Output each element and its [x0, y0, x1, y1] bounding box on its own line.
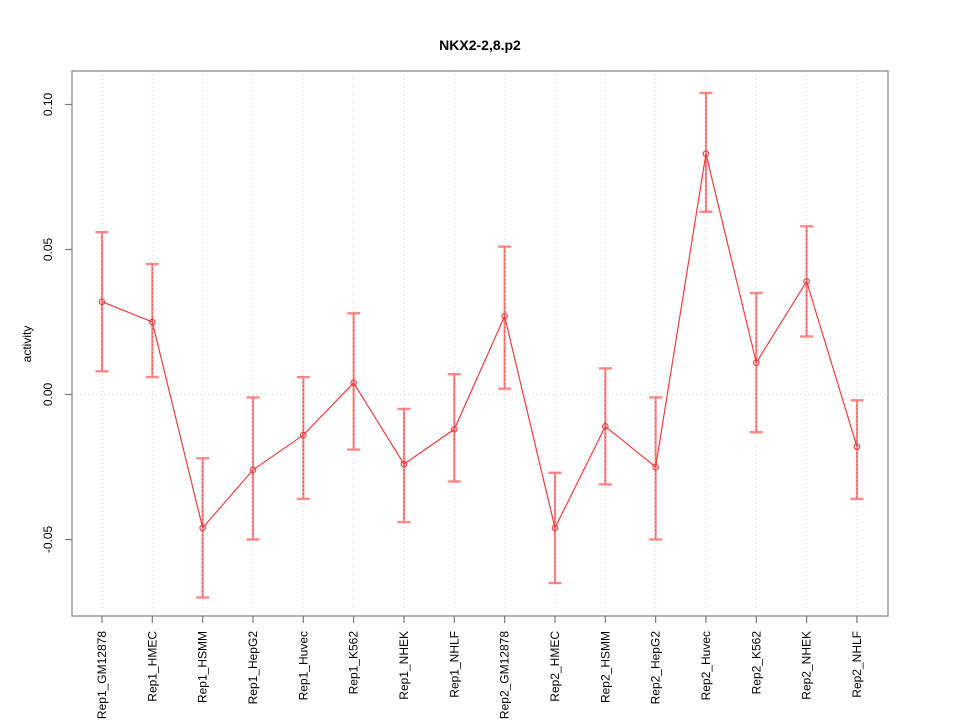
data-point	[601, 423, 609, 430]
x-tick-label: Rep2_NHEK	[800, 631, 814, 700]
x-tick-label: Rep2_GM12878	[498, 631, 512, 719]
x-tick-label: Rep1_HepG2	[246, 631, 260, 705]
data-point	[148, 318, 156, 326]
data-point	[853, 443, 861, 451]
data-point	[350, 379, 358, 387]
y-tick-label: 0.00	[41, 382, 55, 406]
data-point	[400, 460, 408, 468]
data-point	[551, 524, 559, 532]
data-point	[98, 298, 106, 306]
data-point	[752, 359, 760, 366]
x-tick-label: Rep1_HMEC	[145, 631, 159, 702]
data-point	[249, 466, 257, 474]
data-point	[702, 150, 710, 158]
x-tick-label: Rep1_K562	[347, 631, 361, 695]
data-point	[199, 524, 207, 532]
x-tick-label: Rep2_Huvec	[699, 631, 713, 700]
plot-border	[71, 70, 889, 617]
y-tick-label: -0.05	[41, 526, 55, 554]
x-tick-label: Rep2_HepG2	[649, 631, 663, 705]
x-tick-label: Rep2_HMEC	[548, 631, 562, 702]
x-tick-label: Rep1_NHEK	[397, 631, 411, 700]
x-tick-label: Rep2_HSMM	[598, 631, 612, 703]
series-line	[101, 153, 858, 530]
x-tick-label: Rep1_Huvec	[296, 631, 310, 700]
data-point	[501, 312, 508, 320]
y-tick-label: 0.05	[41, 237, 55, 261]
x-tick-label: Rep1_HSMM	[196, 631, 210, 703]
x-tick-label: Rep1_GM12878	[95, 631, 109, 719]
chart-title: NKX2-2,8.p2	[439, 37, 521, 53]
data-point	[652, 463, 659, 471]
data-point	[803, 278, 810, 285]
y-tick-label: 0.10	[41, 92, 55, 116]
x-tick-label: Rep2_K562	[749, 631, 763, 695]
data-point	[299, 431, 307, 439]
data-point	[450, 425, 458, 433]
x-tick-label: Rep1_NHLF	[447, 631, 461, 698]
x-tick-label: Rep2_NHLF	[850, 631, 864, 698]
